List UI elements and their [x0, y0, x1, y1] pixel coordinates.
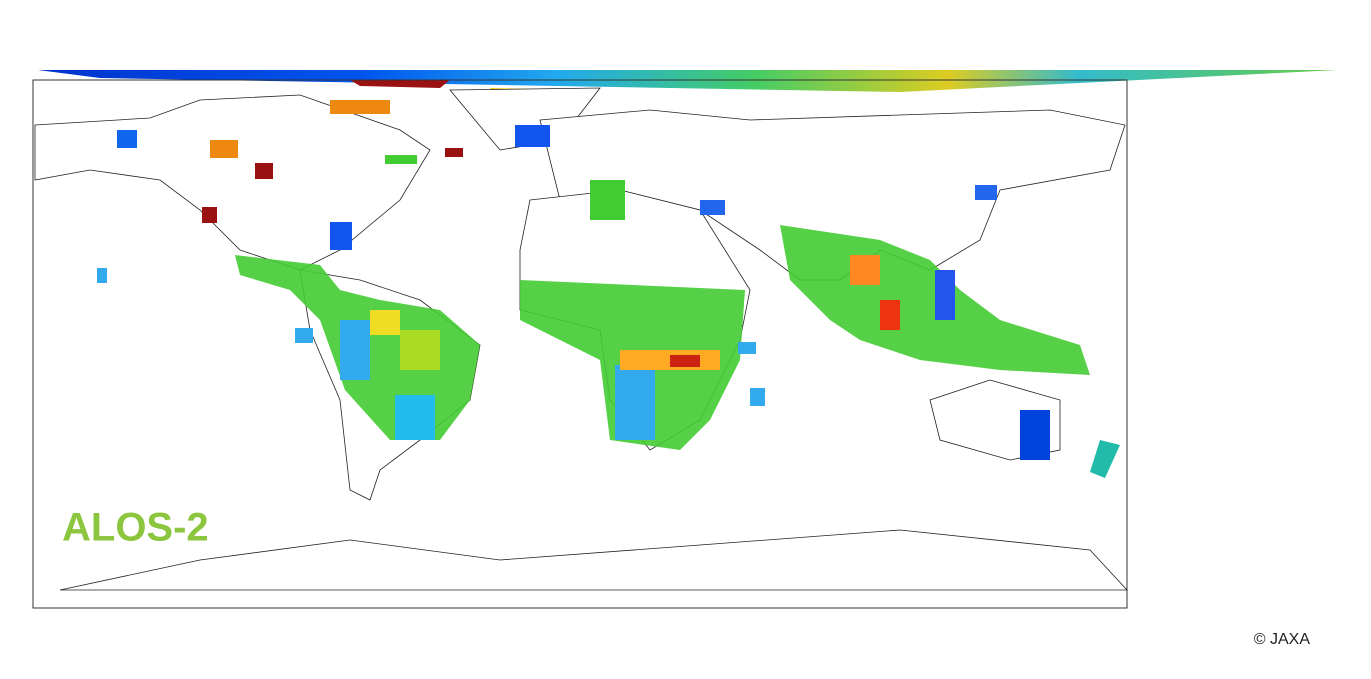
coverage-patches [97, 100, 1120, 478]
map-frame [32, 79, 1128, 609]
credit: © JAXA [1254, 631, 1311, 648]
swath-strip [350, 80, 450, 88]
logo: ALOS-2 [62, 506, 209, 550]
swath-strip [38, 70, 1338, 92]
